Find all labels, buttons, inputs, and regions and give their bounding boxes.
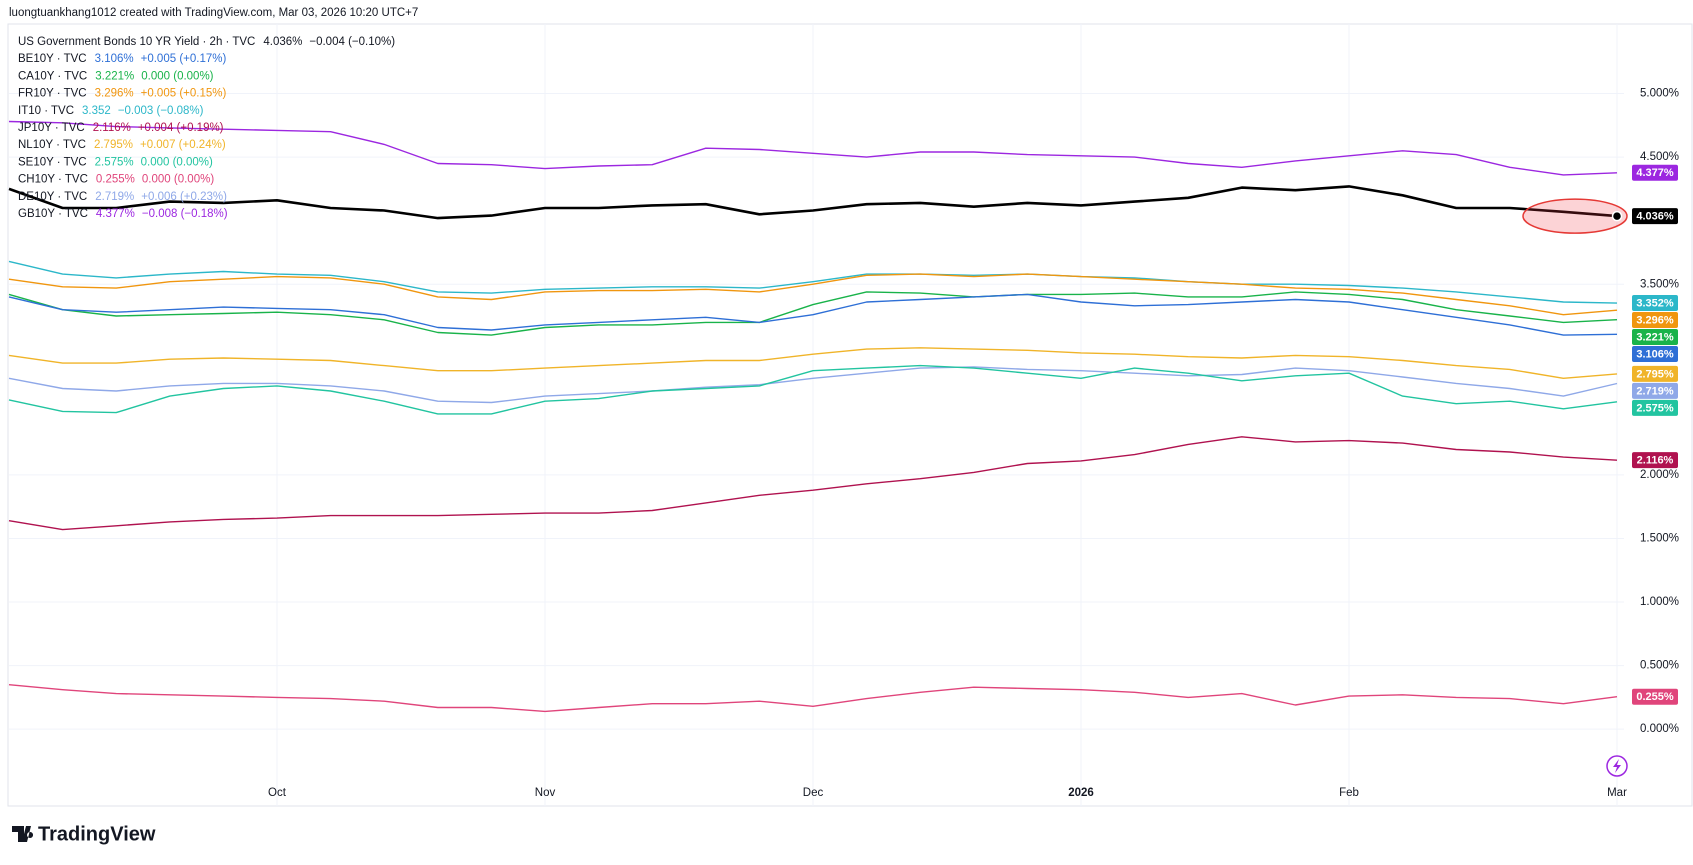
legend-name: GB10Y · TVC xyxy=(18,208,88,220)
legend-name: JP10Y · TVC xyxy=(18,122,85,134)
price-tag-label: 3.352% xyxy=(1636,297,1674,309)
x-tick-label: Feb xyxy=(1339,787,1359,799)
series-line xyxy=(8,364,1618,415)
legend-name: FR10Y · TVC xyxy=(18,88,87,100)
y-tick-label: 0.000% xyxy=(1640,723,1679,735)
y-tick-label: 5.000% xyxy=(1640,88,1679,100)
series-line xyxy=(8,260,1618,304)
series-line xyxy=(8,436,1618,531)
y-tick-label: 0.500% xyxy=(1640,660,1679,672)
series-line xyxy=(8,293,1618,336)
legend-value: 3.106% xyxy=(95,53,134,65)
series-line xyxy=(8,273,1618,316)
legend-change: −0.003 (−0.08%) xyxy=(118,105,204,117)
y-tick-label: 4.500% xyxy=(1640,151,1679,163)
price-tag-label: 2.719% xyxy=(1636,385,1674,397)
series-line xyxy=(8,291,1618,336)
legend-change: 0.000 (0.00%) xyxy=(141,70,213,82)
price-tag-label: 0.255% xyxy=(1636,691,1674,703)
lightning-icon[interactable] xyxy=(1613,759,1621,773)
price-tag xyxy=(1632,208,1678,225)
logo-icon xyxy=(12,826,34,842)
chart-frame xyxy=(7,23,1693,807)
price-tag-label: 4.036% xyxy=(1636,211,1674,223)
series-line xyxy=(8,684,1618,713)
price-tag xyxy=(1632,452,1678,469)
legend-change: −0.004 (−0.10%) xyxy=(309,36,395,48)
legend-name: CA10Y · TVC xyxy=(18,70,87,82)
y-tick-label: 1.500% xyxy=(1640,533,1679,545)
price-tag-label: 4.377% xyxy=(1636,167,1674,179)
y-tick-label: 1.000% xyxy=(1640,596,1679,608)
legend-name: BE10Y · TVC xyxy=(18,53,87,65)
legend-value: 3.221% xyxy=(95,70,134,82)
header: luongtuankhang1012 created with TradingV… xyxy=(9,7,418,19)
series-line xyxy=(8,347,1618,379)
price-tag xyxy=(1632,295,1678,312)
price-tag xyxy=(1632,688,1678,705)
price-tag-label: 2.795% xyxy=(1636,368,1674,380)
x-tick-label: Nov xyxy=(535,787,556,799)
highlight-ellipse xyxy=(1522,198,1628,234)
price-tag-label: 2.575% xyxy=(1636,402,1674,414)
legend-change: 0.000 (0.00%) xyxy=(142,174,214,186)
legend-value: 0.255% xyxy=(96,174,135,186)
series-line xyxy=(8,366,1618,404)
x-tick-label: Mar xyxy=(1607,787,1627,799)
lines-layer xyxy=(8,120,1628,713)
legend-change: +0.004 (+0.19%) xyxy=(138,122,224,134)
price-tag-label: 3.221% xyxy=(1636,331,1674,343)
legend-name: DE10Y · TVC xyxy=(18,191,87,203)
series-line xyxy=(8,120,1618,176)
endpoint-dot xyxy=(1611,210,1623,222)
legend-change: 0.000 (0.00%) xyxy=(141,156,213,168)
legend-name: CH10Y · TVC xyxy=(18,174,88,186)
series-line xyxy=(8,185,1618,220)
x-tick-label: Dec xyxy=(803,787,824,799)
legend: US Government Bonds 10 YR Yield · 2h · T… xyxy=(18,36,395,220)
legend-name: IT10 · TVC xyxy=(18,105,74,117)
legend-change: −0.008 (−0.18%) xyxy=(142,208,228,220)
price-tag xyxy=(1632,399,1678,416)
logo-text: TradingView xyxy=(38,823,156,845)
legend-name: SE10Y · TVC xyxy=(18,156,87,168)
legend-value: 4.377% xyxy=(96,208,135,220)
price-tag xyxy=(1632,365,1678,382)
price-tag-label: 3.296% xyxy=(1636,314,1674,326)
grid-layer: 0.000% 0.500% 1.000% 1.500% 2.000% 3.500% 4.50… xyxy=(9,24,1679,806)
legend-value: 2.719% xyxy=(95,191,134,203)
legend-value: 2.795% xyxy=(94,139,133,151)
price-tag xyxy=(1632,164,1678,181)
price-tag xyxy=(1632,346,1678,363)
x-tick-label: 2026 xyxy=(1068,787,1094,799)
price-tag-label: 2.116% xyxy=(1637,455,1674,467)
lightning-button[interactable] xyxy=(1606,755,1628,777)
x-tick-label: Oct xyxy=(268,787,287,799)
price-tag xyxy=(1632,382,1678,399)
legend-change: +0.005 (+0.15%) xyxy=(141,88,227,100)
price-tag xyxy=(1632,312,1678,329)
tags-layer: 4.377% 4.036% 3.352% 3.296% 3.221% 3.106% 2.79… xyxy=(1632,164,1678,705)
legend-change: +0.007 (+0.24%) xyxy=(140,139,226,151)
y-tick-label: 3.500% xyxy=(1640,278,1679,290)
legend-value: 3.352 xyxy=(82,105,111,117)
y-tick-label: 2.000% xyxy=(1640,469,1679,481)
legend-name: NL10Y · TVC xyxy=(18,139,86,151)
legend-value: 2.575% xyxy=(95,156,134,168)
legend-change: +0.005 (+0.17%) xyxy=(141,53,227,65)
legend-name: US Government Bonds 10 YR Yield · 2h · T… xyxy=(18,36,255,48)
logo: TradingView xyxy=(12,823,156,845)
legend-value: 3.296% xyxy=(95,88,134,100)
legend-value: 2.116% xyxy=(93,122,131,134)
price-tag xyxy=(1632,329,1678,346)
legend-value: 4.036% xyxy=(263,36,302,48)
price-tag-label: 3.106% xyxy=(1636,348,1674,360)
legend-change: +0.006 (+0.23%) xyxy=(141,191,227,203)
